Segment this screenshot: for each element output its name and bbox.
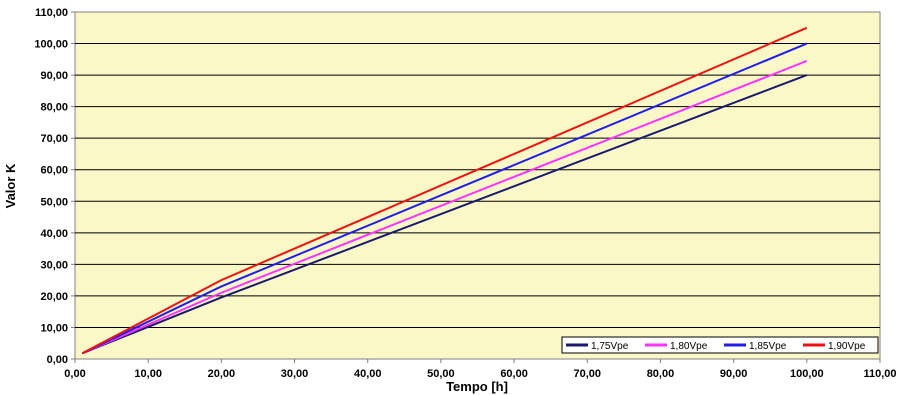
y-tick-label: 10,00 — [40, 322, 68, 334]
x-tick-label: 40,00 — [354, 368, 382, 380]
legend-label: 1,80Vpe — [670, 341, 708, 352]
y-tick-label: 70,00 — [40, 133, 68, 145]
y-tick-label: 50,00 — [40, 196, 68, 208]
x-axis-ticks: 0,00 10,00 20,00 30,00 40,00 50,00 60,00 70,00 8… — [64, 359, 897, 380]
x-tick-label: 60,00 — [500, 368, 528, 380]
y-tick-label: 40,00 — [40, 228, 68, 240]
y-tick-label: 60,00 — [40, 165, 68, 177]
legend-label: 1,85Vpe — [749, 341, 787, 352]
series-line — [81, 74, 808, 355]
y-tick-label: 100,00 — [34, 39, 68, 51]
y-axis-ticks: 0,00 10,00 20,00 30,00 40,00 50,00 60,00 70,00 8… — [34, 7, 75, 366]
y-tick-label: 80,00 — [40, 102, 68, 114]
legend-label: 1,75Vpe — [591, 341, 629, 352]
y-axis-title: Valor K — [3, 163, 18, 208]
y-tick-label: 90,00 — [40, 70, 68, 82]
y-tick-label: 110,00 — [35, 7, 68, 19]
x-tick-label: 0,00 — [64, 368, 85, 380]
series-line — [81, 42, 808, 355]
x-tick-label: 80,00 — [647, 368, 675, 380]
series-line — [81, 26, 808, 355]
x-tick-label: 10,00 — [134, 368, 162, 380]
y-tick-label: 30,00 — [40, 259, 68, 271]
grid-lines — [75, 43, 880, 328]
y-tick-label: 20,00 — [40, 291, 68, 303]
legend-box — [561, 336, 879, 354]
y-tick-label: 0,00 — [47, 354, 68, 366]
x-axis-title: Tempo [h] — [446, 379, 508, 394]
x-tick-label: 70,00 — [574, 368, 602, 380]
x-tick-label: 90,00 — [720, 368, 748, 380]
legend: 1,75Vpe 1,80Vpe 1,85Vpe 1,90Vpe — [561, 336, 879, 354]
x-tick-label: 20,00 — [208, 368, 236, 380]
series-layer — [81, 26, 808, 355]
x-tick-label: 50,00 — [427, 368, 455, 380]
legend-label: 1,90Vpe — [828, 341, 866, 352]
x-tick-label: 30,00 — [281, 368, 309, 380]
series-line — [81, 59, 808, 355]
x-tick-label: 110,00 — [863, 368, 896, 380]
x-tick-label: 100,00 — [790, 368, 824, 380]
